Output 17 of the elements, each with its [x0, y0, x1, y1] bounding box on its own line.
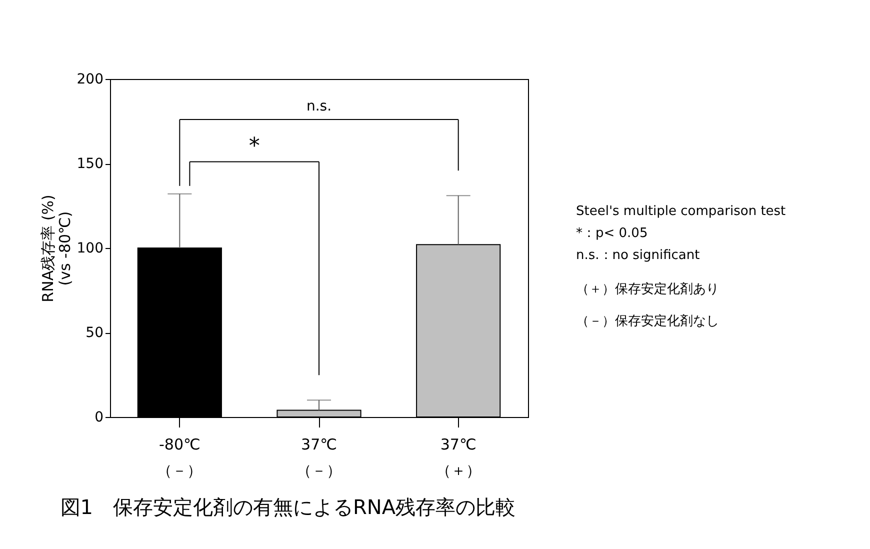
x-tick-label: 37℃ （－）	[296, 436, 342, 480]
y-tick-label: 50	[86, 325, 104, 341]
y-axis-title: RNA残存率 (%) (vs -80℃)	[38, 194, 74, 302]
text: *：p< 0.05	[576, 226, 648, 241]
text: n.s.：no significant	[576, 248, 700, 263]
text: （－）保存安定化剤なし	[576, 313, 719, 329]
annotation: *	[248, 134, 260, 159]
y-tick-label: 200	[76, 72, 104, 88]
y-tick-label: 150	[76, 156, 104, 172]
y-tick-label: 100	[76, 240, 104, 256]
x-tick-label: 37℃ （＋）	[436, 436, 481, 480]
text: 図1 保存安定化剤の有無によるRNA残存率の比較	[60, 495, 516, 519]
text: Steel's multiple comparison test	[576, 204, 786, 219]
annotation: n.s.	[306, 98, 332, 115]
x-tick-label: -80℃ （－）	[157, 436, 202, 480]
y-tick-label: 0	[94, 410, 104, 426]
text: （＋）保存安定化剤あり	[576, 281, 719, 297]
